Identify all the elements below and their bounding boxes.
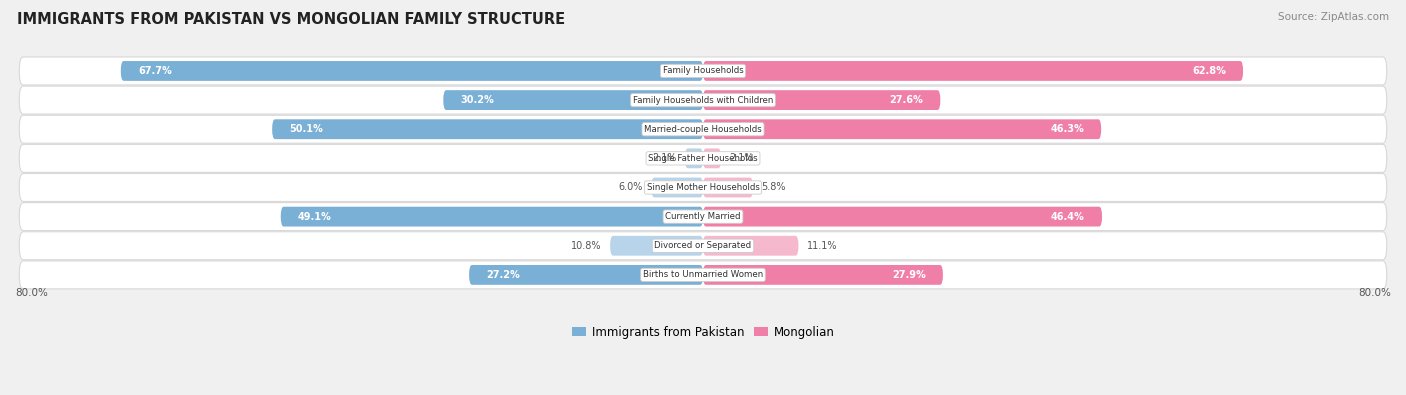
- Text: 27.6%: 27.6%: [890, 95, 924, 105]
- Text: 46.3%: 46.3%: [1050, 124, 1084, 134]
- Text: Currently Married: Currently Married: [665, 212, 741, 221]
- Text: 46.4%: 46.4%: [1052, 212, 1085, 222]
- Text: 80.0%: 80.0%: [15, 288, 48, 298]
- Text: Family Households with Children: Family Households with Children: [633, 96, 773, 105]
- FancyBboxPatch shape: [703, 207, 1102, 226]
- FancyBboxPatch shape: [281, 207, 703, 226]
- Text: 6.0%: 6.0%: [619, 182, 643, 192]
- Text: Source: ZipAtlas.com: Source: ZipAtlas.com: [1278, 12, 1389, 22]
- Text: Married-couple Households: Married-couple Households: [644, 125, 762, 134]
- FancyBboxPatch shape: [20, 232, 1386, 260]
- FancyBboxPatch shape: [20, 86, 1386, 114]
- FancyBboxPatch shape: [703, 236, 799, 256]
- FancyBboxPatch shape: [703, 61, 1243, 81]
- FancyBboxPatch shape: [20, 173, 1386, 201]
- Text: 30.2%: 30.2%: [461, 95, 495, 105]
- Text: 2.1%: 2.1%: [652, 153, 676, 164]
- FancyBboxPatch shape: [121, 61, 703, 81]
- FancyBboxPatch shape: [703, 119, 1101, 139]
- Text: 11.1%: 11.1%: [807, 241, 838, 251]
- Text: 5.8%: 5.8%: [762, 182, 786, 192]
- FancyBboxPatch shape: [470, 265, 703, 285]
- Text: Single Mother Households: Single Mother Households: [647, 183, 759, 192]
- Legend: Immigrants from Pakistan, Mongolian: Immigrants from Pakistan, Mongolian: [567, 321, 839, 343]
- FancyBboxPatch shape: [443, 90, 703, 110]
- Text: 80.0%: 80.0%: [1358, 288, 1391, 298]
- FancyBboxPatch shape: [20, 57, 1386, 85]
- FancyBboxPatch shape: [703, 149, 721, 168]
- FancyBboxPatch shape: [20, 144, 1386, 172]
- Text: Divorced or Separated: Divorced or Separated: [654, 241, 752, 250]
- FancyBboxPatch shape: [651, 178, 703, 198]
- Text: 62.8%: 62.8%: [1192, 66, 1226, 76]
- Text: Single Father Households: Single Father Households: [648, 154, 758, 163]
- FancyBboxPatch shape: [20, 261, 1386, 289]
- FancyBboxPatch shape: [20, 115, 1386, 143]
- Text: 10.8%: 10.8%: [571, 241, 602, 251]
- Text: 67.7%: 67.7%: [138, 66, 172, 76]
- Text: IMMIGRANTS FROM PAKISTAN VS MONGOLIAN FAMILY STRUCTURE: IMMIGRANTS FROM PAKISTAN VS MONGOLIAN FA…: [17, 12, 565, 27]
- FancyBboxPatch shape: [703, 178, 752, 198]
- FancyBboxPatch shape: [703, 90, 941, 110]
- Text: Births to Unmarried Women: Births to Unmarried Women: [643, 271, 763, 279]
- Text: 27.9%: 27.9%: [891, 270, 925, 280]
- Text: 2.1%: 2.1%: [730, 153, 754, 164]
- Text: 49.1%: 49.1%: [298, 212, 332, 222]
- Text: Family Households: Family Households: [662, 66, 744, 75]
- FancyBboxPatch shape: [273, 119, 703, 139]
- FancyBboxPatch shape: [685, 149, 703, 168]
- FancyBboxPatch shape: [610, 236, 703, 256]
- FancyBboxPatch shape: [703, 265, 943, 285]
- Text: 27.2%: 27.2%: [486, 270, 520, 280]
- Text: 50.1%: 50.1%: [290, 124, 323, 134]
- FancyBboxPatch shape: [20, 203, 1386, 231]
